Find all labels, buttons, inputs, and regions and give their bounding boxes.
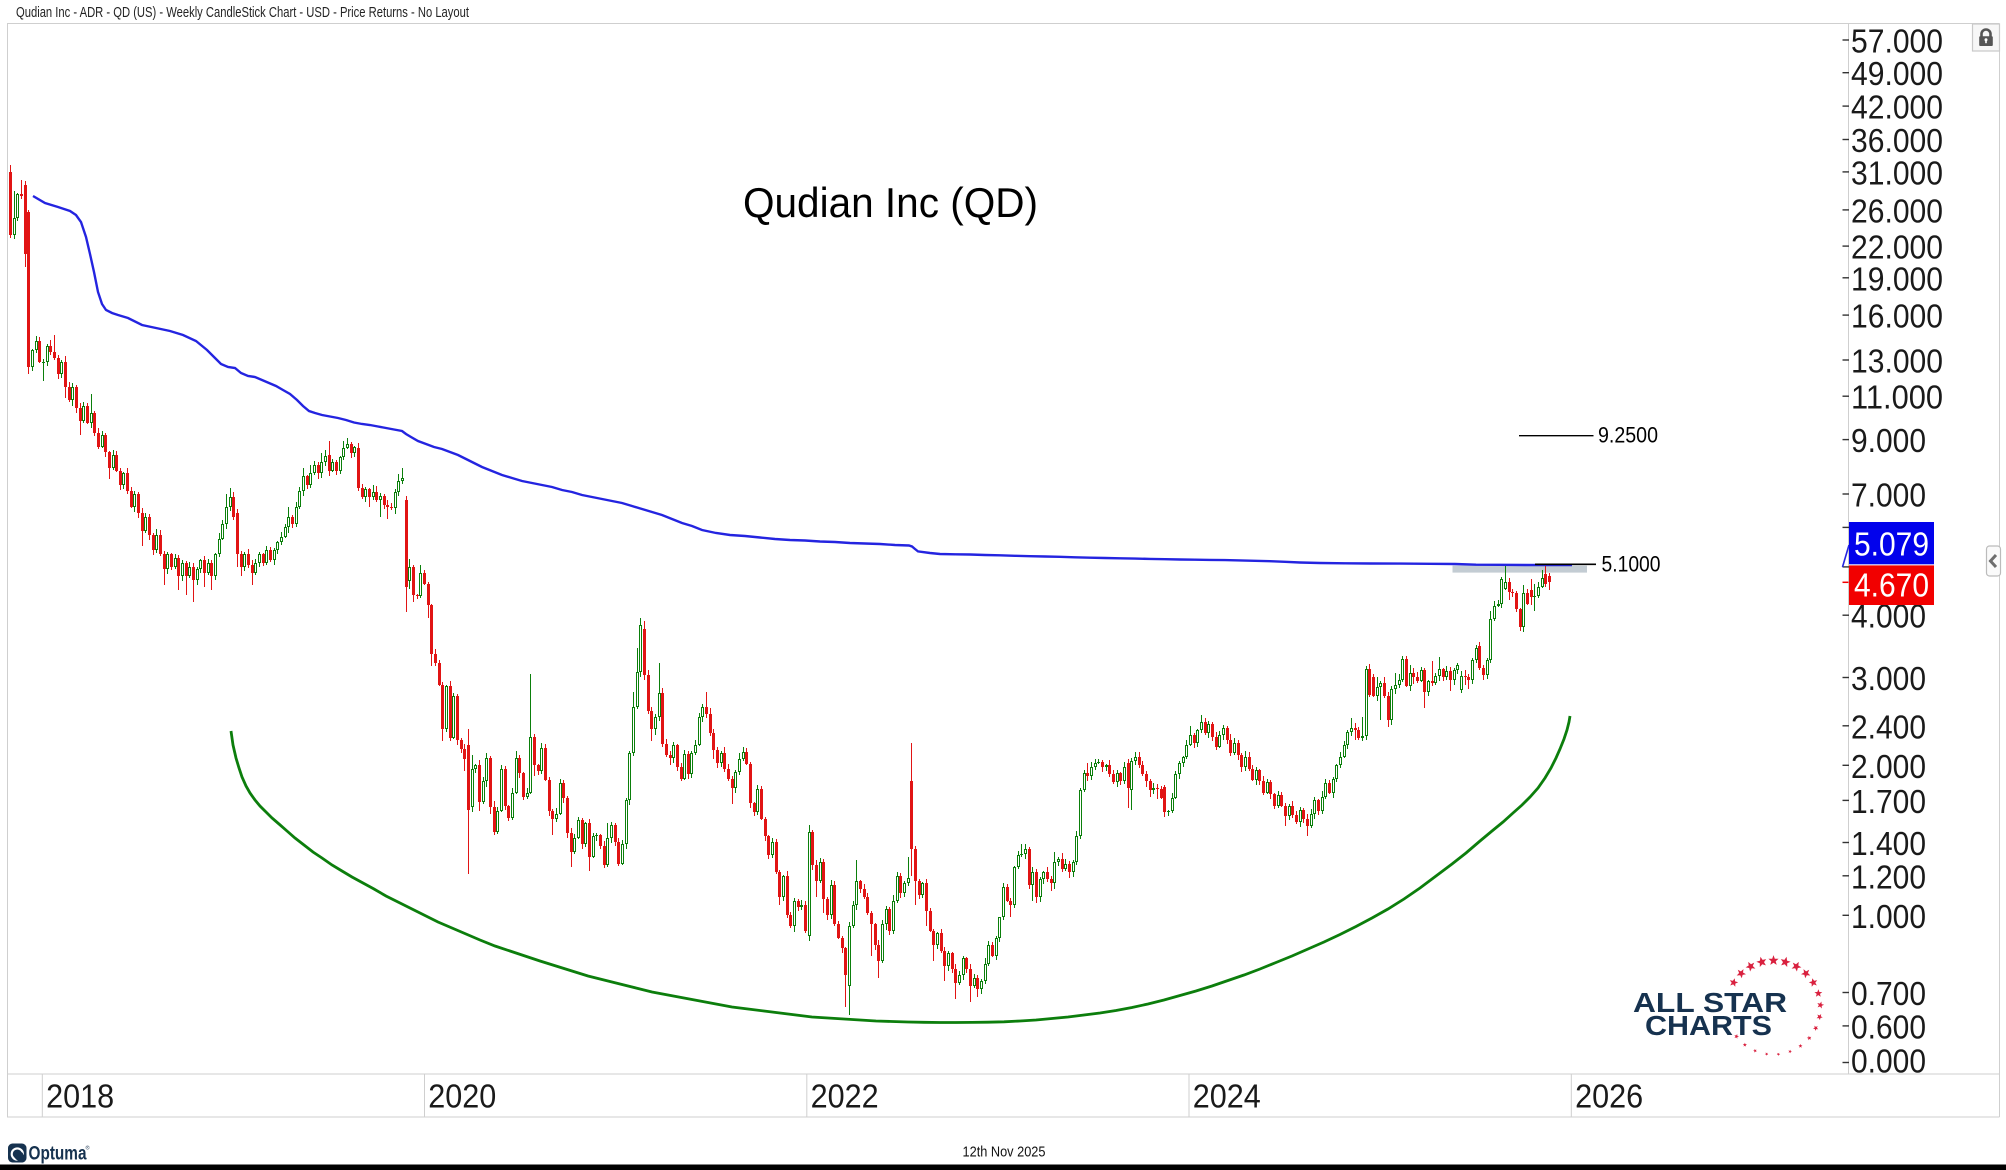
- svg-text:57.000: 57.000: [1851, 23, 1943, 60]
- svg-text:11.000: 11.000: [1851, 379, 1943, 416]
- svg-text:12th Nov 2025: 12th Nov 2025: [963, 1145, 1046, 1161]
- svg-text:2024: 2024: [1193, 1078, 1261, 1115]
- svg-text:16.000: 16.000: [1851, 298, 1943, 335]
- svg-text:ALL STAR: ALL STAR: [1633, 987, 1787, 1018]
- svg-text:9.2500: 9.2500: [1598, 423, 1658, 448]
- svg-text:1.700: 1.700: [1851, 783, 1926, 820]
- svg-text:42.000: 42.000: [1851, 89, 1943, 126]
- svg-text:1.000: 1.000: [1851, 898, 1926, 935]
- svg-text:2026: 2026: [1575, 1078, 1643, 1115]
- svg-text:0.600: 0.600: [1851, 1008, 1926, 1045]
- svg-text:0.000: 0.000: [1851, 1043, 1926, 1080]
- svg-text:13.000: 13.000: [1851, 343, 1943, 380]
- svg-text:1.400: 1.400: [1851, 825, 1926, 862]
- svg-text:4.670: 4.670: [1854, 567, 1929, 604]
- svg-text:0.700: 0.700: [1851, 975, 1926, 1012]
- svg-text:2.000: 2.000: [1851, 748, 1926, 785]
- svg-text:2020: 2020: [428, 1078, 496, 1115]
- svg-text:49.000: 49.000: [1851, 55, 1943, 92]
- svg-text:7.000: 7.000: [1851, 477, 1926, 514]
- svg-text:2022: 2022: [811, 1078, 879, 1115]
- svg-text:19.000: 19.000: [1851, 260, 1943, 297]
- svg-text:2018: 2018: [46, 1078, 114, 1115]
- svg-text:Qudian Inc - ADR - QD (US) - W: Qudian Inc - ADR - QD (US) - Weekly Cand…: [16, 5, 469, 21]
- svg-text:5.1000: 5.1000: [1602, 552, 1661, 577]
- svg-text:9.000: 9.000: [1851, 422, 1926, 459]
- svg-text:2.400: 2.400: [1851, 708, 1926, 745]
- svg-text:26.000: 26.000: [1851, 192, 1943, 229]
- svg-text:Optuma: Optuma: [29, 1143, 87, 1165]
- svg-text:5.079: 5.079: [1854, 526, 1929, 563]
- svg-text:CHARTS: CHARTS: [1645, 1010, 1772, 1041]
- svg-text:Qudian Inc (QD): Qudian Inc (QD): [743, 179, 1038, 226]
- svg-text:3.000: 3.000: [1851, 660, 1926, 697]
- svg-text:36.000: 36.000: [1851, 122, 1943, 159]
- svg-text:®: ®: [86, 1145, 90, 1152]
- svg-text:1.200: 1.200: [1851, 858, 1926, 895]
- svg-text:22.000: 22.000: [1851, 229, 1943, 266]
- svg-text:31.000: 31.000: [1851, 154, 1943, 191]
